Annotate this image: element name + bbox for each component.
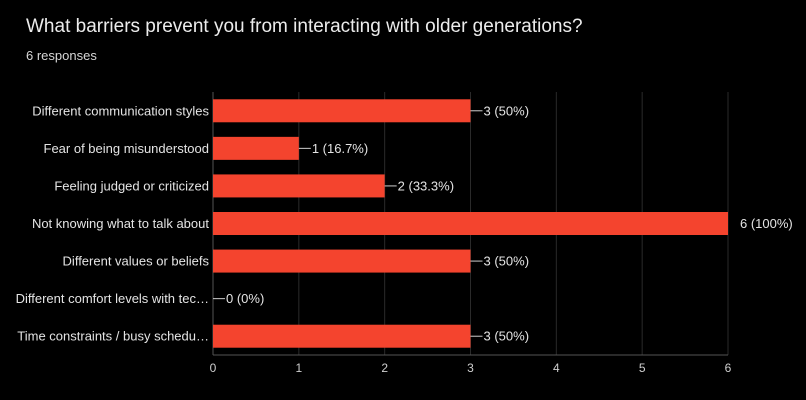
category-label: Fear of being misunderstood: [44, 141, 209, 156]
x-tick-label: 6: [725, 361, 732, 375]
bar: [213, 136, 299, 160]
value-label: 3 (50%): [484, 103, 530, 118]
x-tick-label: 3: [467, 361, 474, 375]
x-tick-label: 4: [553, 361, 560, 375]
value-label: 6 (100%): [740, 216, 793, 231]
category-label: Different communication styles: [32, 103, 209, 118]
x-tick-label: 2: [381, 361, 388, 375]
bar: [213, 249, 471, 273]
value-label: 3 (50%): [484, 329, 530, 344]
x-tick-label: 5: [639, 361, 646, 375]
bar: [213, 174, 385, 198]
category-label: Time constraints / busy schedu…: [17, 329, 209, 344]
x-tick-label: 1: [295, 361, 302, 375]
value-label: 0 (0%): [226, 291, 264, 306]
category-label: Different comfort levels with tec…: [16, 291, 209, 306]
value-label: 1 (16.7%): [312, 141, 368, 156]
category-label: Different values or beliefs: [63, 254, 210, 269]
value-label: 3 (50%): [484, 254, 530, 269]
bar: [213, 99, 471, 123]
value-label: 2 (33.3%): [398, 178, 454, 193]
category-label: Not knowing what to talk about: [32, 216, 209, 231]
chart-title: What barriers prevent you from interacti…: [26, 16, 583, 37]
category-label: Feeling judged or criticized: [54, 178, 209, 193]
bar: [213, 212, 728, 235]
response-count: 6 responses: [26, 48, 97, 63]
x-tick-label: 0: [210, 361, 217, 375]
bar: [213, 324, 471, 348]
